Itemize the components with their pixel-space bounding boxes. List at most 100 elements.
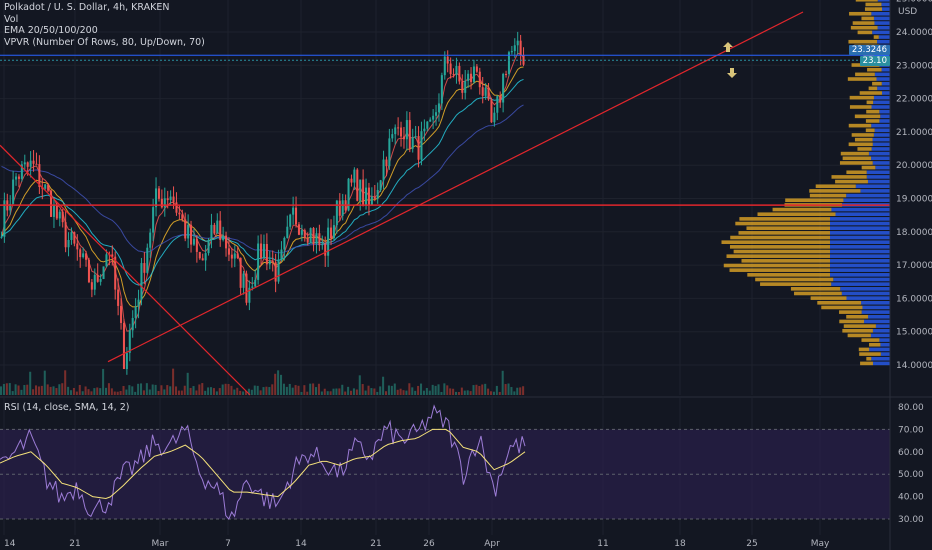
candle-body	[236, 253, 239, 258]
volume-bar	[271, 384, 274, 395]
vp-bar-up	[876, 77, 890, 81]
volume-bar	[420, 383, 423, 395]
candle-body	[242, 273, 245, 288]
vp-bar-up	[878, 35, 890, 39]
rsi-line	[0, 404, 526, 521]
vp-bar-up	[880, 114, 890, 119]
vp-bar-down	[848, 123, 872, 128]
volume-bar	[134, 391, 137, 395]
volume-bar	[329, 391, 332, 395]
vp-bar-up	[830, 254, 890, 258]
vp-bar-up	[872, 361, 890, 366]
candle-body	[20, 164, 23, 179]
candle-body	[481, 87, 484, 96]
vp-bar-up	[868, 314, 890, 319]
volume-bar	[105, 387, 108, 395]
vp-bar-up	[880, 352, 890, 356]
volume-bar	[288, 383, 291, 395]
vp-bar-down	[857, 147, 872, 151]
candle-body	[370, 196, 373, 205]
volume-bar	[478, 385, 481, 395]
candle-body	[128, 330, 131, 353]
vp-bar-up	[879, 119, 890, 123]
candle-body	[318, 233, 321, 246]
candle-body	[327, 227, 330, 256]
rsi-tick-label: 50.00	[898, 470, 924, 480]
candle-body	[55, 205, 58, 219]
volume-bar	[399, 388, 402, 395]
volume-bar	[131, 386, 134, 395]
vp-bar-up	[831, 207, 890, 212]
candle-body	[268, 260, 271, 265]
volume-bar	[99, 388, 102, 395]
volume-bar	[75, 391, 78, 395]
volume-bar	[268, 387, 271, 395]
candle-body	[502, 73, 505, 103]
candle-body	[134, 306, 137, 318]
candle-body	[420, 131, 423, 160]
volume-bar	[326, 391, 329, 395]
time-tick-label: Mar	[152, 539, 169, 549]
volume-bar	[507, 383, 510, 395]
volume-bar	[250, 389, 253, 395]
price-axes[interactable]: 14.0000 15.0000 16.0000 17.0000 18.0000 19.00…	[4, 0, 932, 550]
ema-line	[1, 104, 524, 254]
candle-body	[362, 179, 365, 206]
candle-body	[499, 96, 502, 103]
candle-body	[58, 211, 61, 219]
vp-bar-up	[873, 16, 890, 21]
vp-bar-down	[809, 193, 847, 198]
volume-bar	[227, 383, 230, 395]
volume-bar	[163, 389, 166, 395]
vp-bar-down	[848, 39, 878, 44]
candle-body	[280, 249, 283, 260]
volume-bar	[405, 390, 408, 395]
volume-bar	[23, 385, 26, 395]
volume-bar	[393, 383, 396, 395]
candle-body	[204, 253, 207, 261]
candle-body	[35, 163, 38, 165]
candle-body	[397, 127, 400, 129]
volume-indicator-label[interactable]: Vol	[4, 13, 19, 25]
vp-bar-up	[855, 184, 890, 189]
volume-bar	[428, 390, 431, 395]
candle-body	[292, 207, 295, 215]
candle-body	[172, 196, 175, 203]
volume-bar	[475, 384, 478, 395]
candle-body	[184, 219, 187, 239]
vp-bar-up	[872, 30, 890, 35]
volume-bar	[522, 386, 525, 395]
trend-drawings[interactable]	[0, 11, 890, 396]
vp-bar-down	[866, 109, 880, 114]
rsi-tick-label: 60.00	[898, 448, 924, 458]
vp-bar-down	[857, 30, 873, 35]
candle-body	[475, 66, 478, 72]
symbol-title[interactable]: Polkadot / U. S. Dollar, 4h, KRAKEN	[4, 2, 170, 13]
rsi-indicator-label[interactable]: RSI (14, close, SMA, 14, 2)	[4, 402, 130, 413]
volume-bar	[253, 385, 256, 395]
vp-bar-up	[877, 0, 890, 2]
candle-body	[149, 232, 152, 248]
volume-bar	[189, 387, 192, 395]
ema-indicator-label[interactable]: EMA 20/50/100/200	[4, 25, 98, 36]
vpvr-indicator-label[interactable]: VPVR (Number Of Rows, 80, Up/Down, 70)	[4, 36, 205, 48]
candle-body	[440, 75, 443, 104]
vp-bar-up	[881, 91, 890, 95]
volume-bar	[72, 387, 75, 395]
vp-bar-up	[873, 95, 890, 100]
volume-bar	[338, 388, 341, 395]
candle-body	[15, 176, 18, 180]
vp-bar-up	[877, 39, 890, 44]
volume-bar	[414, 390, 417, 395]
time-tick-label: 7	[225, 539, 231, 549]
vp-bar-up	[881, 81, 890, 86]
candle-body	[373, 196, 376, 199]
volume-bar	[207, 387, 210, 395]
candle-body	[233, 253, 236, 259]
candle-body	[297, 224, 300, 235]
candle-body	[432, 115, 435, 120]
candle-body	[496, 96, 499, 113]
candle-body	[79, 249, 82, 258]
candle-body	[262, 243, 265, 258]
